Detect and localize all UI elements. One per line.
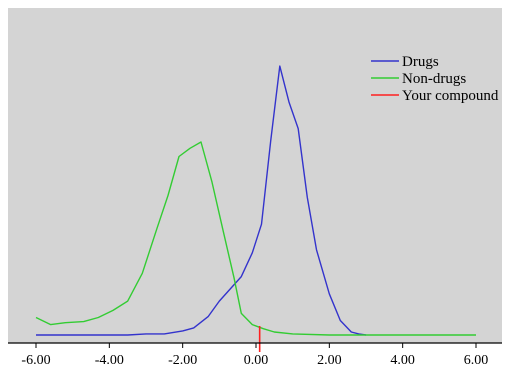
legend-label-0: Drugs [402, 54, 439, 70]
legend-label-1: Non-drugs [402, 71, 466, 87]
x-tick-label-5: 4.00 [390, 353, 415, 368]
x-tick-label-3: 0.00 [244, 353, 269, 368]
x-axis-ticks: -6.00 -4.00 -2.00 0.00 2.00 4.00 6.00 [21, 343, 488, 368]
x-tick-label-2: -2.00 [168, 353, 197, 368]
series-line-non-drugs [35, 141, 476, 336]
x-tick-label-6: 6.00 [464, 353, 489, 368]
x-tick-label-4: 2.00 [317, 353, 342, 368]
x-tick-label-0: -6.00 [21, 353, 50, 368]
plot-background [8, 8, 502, 343]
series-layer [35, 65, 477, 336]
legend-label-2: Your compound [402, 88, 499, 104]
x-tick-label-1: -4.00 [95, 353, 124, 368]
series-line-drugs [36, 65, 367, 336]
